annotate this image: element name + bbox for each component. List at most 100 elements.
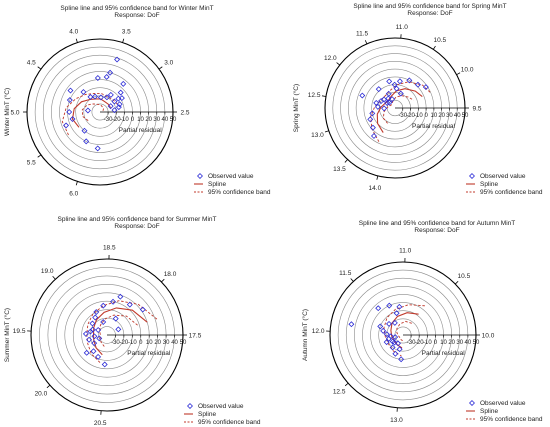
observed-point	[393, 85, 400, 92]
observed-point	[116, 101, 123, 108]
angle-tick	[432, 45, 436, 50]
radial-axis-title: Partial residual	[412, 123, 456, 130]
observed-point	[391, 319, 398, 326]
radial-tick-label: 20	[438, 113, 445, 119]
radial-tick-label: 20	[154, 340, 161, 346]
observed-point	[139, 306, 146, 313]
observed-point	[385, 335, 392, 342]
band-lower-line	[396, 320, 412, 342]
angle-tick-label: 10.0	[482, 333, 495, 340]
angle-tick-label: 6.0	[69, 190, 78, 197]
angle-axis-title: Autumn MinT (°C)	[301, 309, 309, 361]
observed-point	[111, 98, 118, 105]
radial-tick-label: -30	[104, 117, 113, 123]
radial-tick-label: 30	[446, 113, 453, 119]
observed-point	[96, 335, 103, 342]
legend-band-label: 95% confidence band	[480, 189, 543, 196]
legend-observed-marker	[187, 403, 193, 409]
angle-tick-label: 19.0	[41, 268, 54, 275]
observed-point	[396, 303, 403, 310]
angle-tick-label: 10.0	[461, 66, 474, 73]
observed-point	[115, 326, 122, 333]
angle-tick-label: 12.0	[324, 55, 337, 62]
radial-axis-title: Partial residual	[127, 350, 171, 357]
radial-tick-label: 20	[145, 117, 152, 123]
observed-point	[126, 301, 133, 308]
angle-tick-label: 9.5	[472, 106, 481, 113]
angle-tick	[324, 130, 329, 133]
angle-tick-label: 12.0	[312, 328, 325, 335]
observed-point	[120, 80, 127, 87]
angle-tick	[344, 159, 348, 163]
radial-tick-label: 30	[163, 340, 170, 346]
observed-point	[101, 361, 108, 368]
observed-point	[383, 331, 390, 338]
observed-point	[391, 339, 398, 346]
angle-tick-label: 14.0	[369, 185, 382, 192]
legend-observed-label: Observed value	[208, 173, 254, 180]
observed-point	[107, 69, 114, 76]
observed-point	[92, 93, 98, 100]
chart-subtitle: Response: DoF	[114, 12, 159, 19]
angle-tick-label: 19.5	[13, 328, 26, 335]
radial-axis-title: Partial residual	[119, 127, 163, 134]
legend-observed-marker	[197, 173, 203, 179]
legend-spline-label: Spline	[208, 181, 226, 188]
observed-point	[80, 89, 87, 95]
legend-band-label: 95% confidence band	[198, 419, 261, 426]
observed-point	[373, 99, 380, 106]
angle-tick	[376, 175, 379, 180]
observed-point	[383, 339, 390, 346]
chart-panel-3: Spline line and 95% confidence band for …	[3, 216, 261, 427]
observed-point	[414, 81, 421, 88]
angle-tick-label: 17.5	[189, 333, 202, 340]
observed-point	[348, 321, 355, 328]
observed-point	[81, 127, 88, 134]
angle-tick-label: 4.0	[69, 29, 78, 36]
observed-point	[398, 356, 405, 363]
observed-point	[83, 349, 90, 356]
chart-panel-4: Spline line and 95% confidence band for …	[301, 220, 543, 424]
observed-point	[91, 333, 98, 340]
observed-point	[90, 348, 97, 355]
angle-tick	[158, 66, 163, 70]
observed-point	[375, 86, 382, 93]
radial-tick-label: -30	[407, 340, 416, 346]
observed-point	[386, 320, 392, 327]
observed-point	[110, 298, 117, 305]
radial-tick-label: 40	[465, 340, 472, 346]
angle-tick	[122, 38, 125, 43]
angle-tick	[37, 66, 42, 70]
observed-point	[95, 327, 102, 333]
radial-tick-label: 0	[434, 340, 438, 346]
observed-point	[103, 94, 110, 101]
radial-axis-title: Partial residual	[422, 350, 466, 357]
angle-tick	[161, 278, 165, 283]
observed-point	[117, 293, 124, 300]
observed-point	[87, 328, 94, 335]
observed-point	[118, 95, 125, 102]
legend-spline-label: Spline	[198, 411, 216, 418]
radial-tick-label: 50	[180, 340, 187, 346]
observed-point	[100, 319, 107, 325]
angle-tick-label: 5.5	[27, 159, 36, 166]
radial-tick-label: 30	[153, 117, 160, 123]
observed-point	[391, 81, 398, 88]
observed-point	[369, 124, 376, 131]
observed-point	[94, 145, 101, 152]
chart-subtitle: Response: DoF	[407, 10, 452, 17]
observed-point	[95, 353, 102, 360]
observed-point	[374, 103, 381, 110]
angle-tick	[344, 382, 349, 387]
legend-observed-label: Observed value	[480, 400, 526, 407]
radial-tick-label: 0	[424, 113, 428, 119]
spline-line	[71, 98, 112, 128]
observed-point	[83, 138, 90, 145]
angle-tick	[364, 40, 368, 45]
observed-point	[87, 93, 94, 100]
observed-point	[380, 96, 387, 103]
angle-tick-label: 11.0	[399, 248, 412, 255]
